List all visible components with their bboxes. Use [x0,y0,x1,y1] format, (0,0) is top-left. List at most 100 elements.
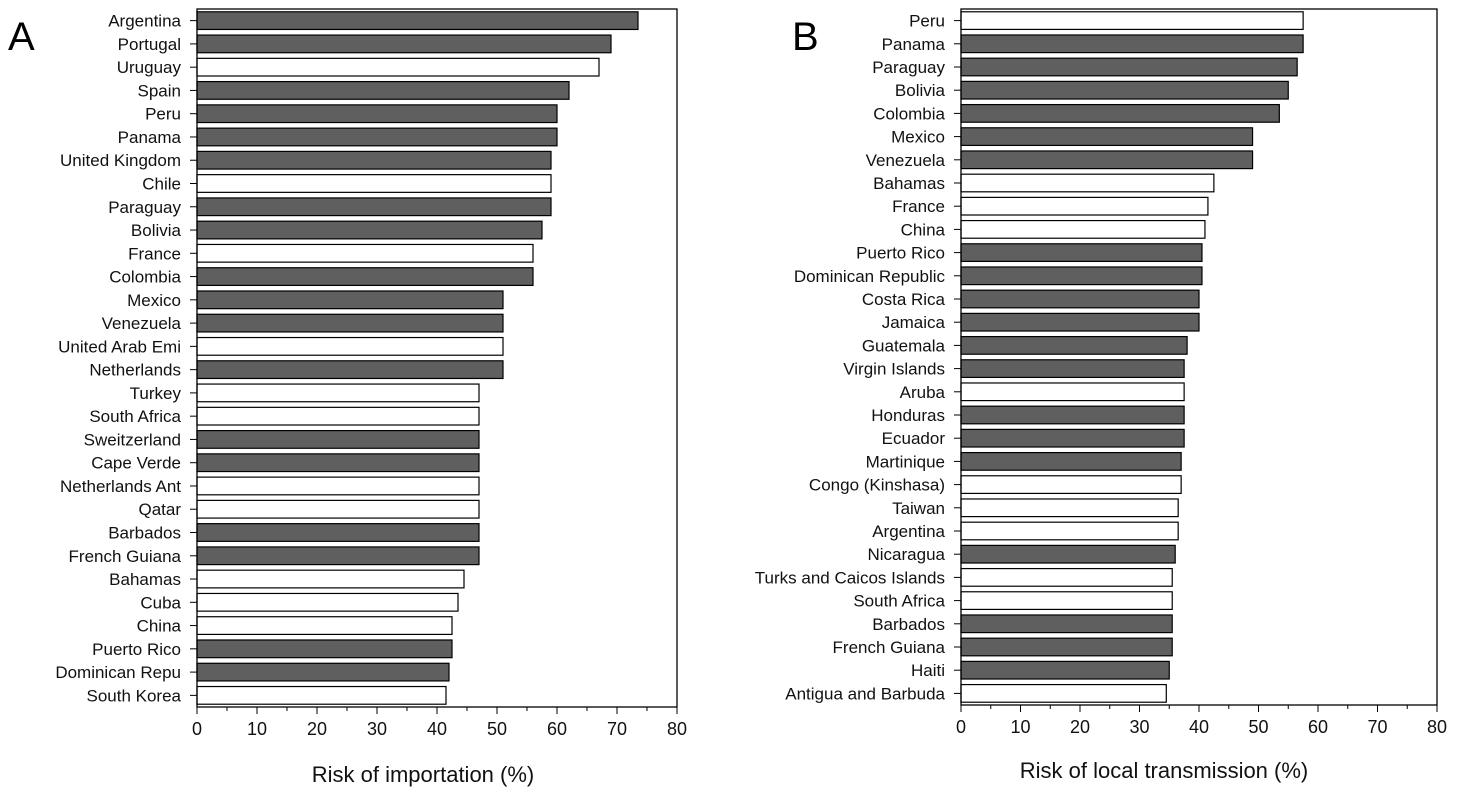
panel-a-bar [196,569,465,589]
panel-a-bar [196,150,552,170]
panel-a-category-label: Qatar [138,500,181,519]
panel-a-bar [196,453,480,473]
panel-a-category-label: Argentina [108,12,181,31]
panel-b-category-label: Antigua and Barbuda [785,684,945,703]
panel-b-category-label: Guatemala [862,336,946,355]
panel-b-bar [960,683,1167,703]
panel-b-category-label: Bahamas [873,174,945,193]
panel-a-category-label: Cape Verde [91,454,181,473]
panel-b-category-label: China [901,220,946,239]
panel-a-x-tick-label: 30 [367,719,387,739]
panel-a-category-label: Panama [118,128,182,147]
panel-b-category-label: Honduras [871,406,945,425]
panel-a-bar [196,499,480,519]
panel-a-category-label: France [128,244,181,263]
panel-a-bar [196,662,450,682]
panel-b-bar [960,567,1173,587]
panel-b-category-label: Paraguay [872,58,945,77]
panel-a-bar [196,592,459,612]
panel-b-category-label: Mexico [891,128,945,147]
panel-b-category-label: Turks and Caicos Islands [755,568,945,587]
panel-b-bar [960,498,1179,518]
panel-b-category-label: Aruba [900,383,946,402]
panel-a-bar [196,80,570,100]
panel-b-bar [960,451,1182,471]
panel-a-category-label: Colombia [109,268,181,287]
panel-a-bar [196,197,552,217]
panel-b-x-tick-label: 40 [1189,717,1209,737]
panel-b-x-tick-label: 0 [956,717,966,737]
panel-a-x-tick-label: 10 [247,719,267,739]
panel-a-bar [196,220,543,240]
panel-a-bar [196,546,480,566]
panel-a-label: A [8,15,35,59]
panel-a-bar [196,174,552,193]
panel-a-bar [196,57,600,77]
panel-b-category-label: France [892,197,945,216]
panel-a-bar [196,34,612,54]
panel-b-bar [960,266,1203,286]
panel-b-bar [960,591,1173,611]
panel-a-bar [196,104,558,124]
panel-b-category-label: Virgin Islands [843,360,945,379]
panel-a-category-label: South Africa [89,407,181,426]
panel-b-category-label: Bolivia [895,81,946,100]
panel-a-category-label: Sweitzerland [84,430,181,449]
panel-a-category-label: Peru [145,105,181,124]
panel-b-category-label: South Africa [853,592,945,611]
panel-b-category-label: Nicaragua [868,545,946,564]
panel-a-category-label: Uruguay [117,58,182,77]
panel-b-category-label: Colombia [873,104,945,123]
panel-b-bar [960,243,1203,263]
panel-a-category-label: Netherlands [89,361,181,380]
panel-a-category-label: Bolivia [131,221,182,240]
panel-a-bar [196,267,534,287]
panel-a-bar [196,11,639,31]
panel-b-category-label: Haiti [911,661,945,680]
panel-a-category-label: Portugal [118,35,181,54]
panel-a-x-tick-label: 0 [192,719,202,739]
panel-a-bar [196,639,453,659]
panel-b-x-tick-label: 20 [1070,717,1090,737]
panel-b-category-label: Ecuador [882,429,946,448]
panel-a-bar [196,616,453,636]
panel-a-category-label: Turkey [130,384,182,403]
panel-a-bar [196,127,558,147]
panel-b-category-label: Puerto Rico [856,244,945,263]
panel-a-category-label: Chile [142,175,181,194]
panel-a-bar [196,406,480,426]
panel-b-bar [960,405,1185,425]
panel-b-category-label: Dominican Republic [794,267,946,286]
panel-b-bar [960,34,1304,54]
panel-a-category-label: French Guiana [69,547,182,566]
panel-b-x-tick-label: 80 [1427,717,1447,737]
panel-b-bar [960,219,1206,239]
panel-b-bar [960,335,1188,355]
panel-b-x-axis-label: Risk of local transmission (%) [1020,758,1309,783]
panel-b-bar [960,475,1182,495]
panel-b-bar [960,127,1254,147]
panel-a-bar [196,383,480,403]
panel-a-category-label: Puerto Rico [92,640,181,659]
panel-a-category-label: China [137,617,182,636]
panel-a-bar [196,336,504,356]
panel-a-category-label: Dominican Repu [55,663,181,682]
panel-a-bar [196,313,504,333]
panel-b-bar [960,103,1280,123]
panel-b-category-label: Congo (Kinshasa) [809,476,945,495]
panel-b-category-label: Panama [882,35,946,54]
panel-a-category-label: Netherlands Ant [60,477,181,496]
panel-a-x-axis-label: Risk of importation (%) [312,762,535,787]
panel-b-category-label: Venezuela [866,151,946,170]
panel-a-category-label: Cuba [140,593,181,612]
panel-b-bar [960,521,1179,541]
panel-b-x-tick-label: 60 [1308,717,1328,737]
panel-a-bar [196,429,480,449]
panel-b-bar [960,11,1304,31]
panel-b-local-transmission: B Risk of local transmission (%) Peru Pan… [755,8,1447,783]
panel-b-category-label: Jamaica [882,313,946,332]
panel-a-category-label: Barbados [108,524,181,543]
panel-a-category-label: Venezuela [102,314,182,333]
panel-a-x-tick-label: 80 [667,719,687,739]
